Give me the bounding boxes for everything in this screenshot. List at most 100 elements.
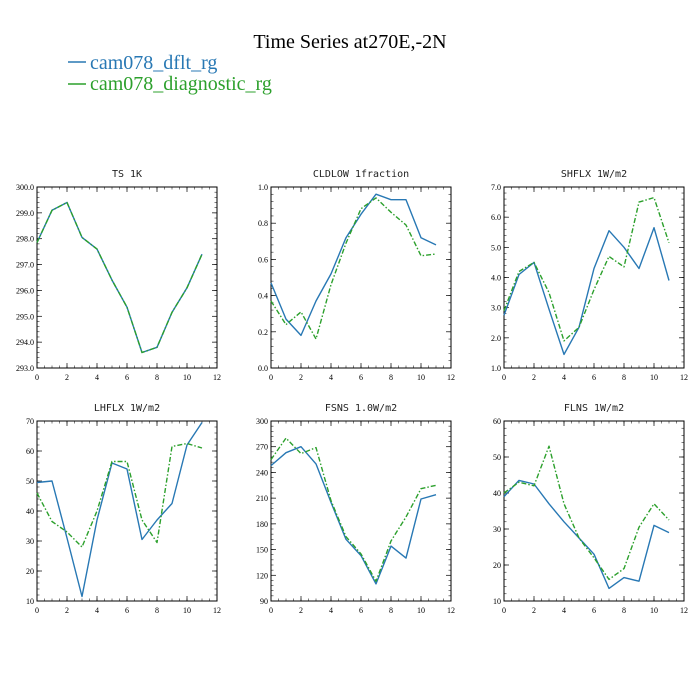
x-tick-label: 10 (183, 373, 191, 382)
series-line-0 (36, 201, 203, 354)
y-tick-label: 295.0 (16, 312, 34, 321)
y-tick-label: 50 (26, 477, 34, 486)
y-tick-label: 6.0 (491, 213, 501, 222)
y-tick-label: 2.0 (491, 334, 501, 343)
y-tick-label: 7.0 (491, 183, 501, 192)
x-tick-label: 8 (155, 606, 159, 615)
y-tick-label: 5.0 (491, 243, 501, 252)
panels: TS 1K 0 2 4 6 8 10 12 293.0 294.0 295.0 296.0 297.0 2… (16, 169, 688, 615)
x-tick-label: 12 (213, 606, 221, 615)
x-tick-label: 12 (680, 373, 688, 382)
panel-1: CLDLOW 1fraction 0 2 4 6 8 10 12 0.0 0.2 0.4 0.6 0.8… (258, 169, 455, 382)
y-tick-label: 60 (493, 417, 501, 426)
x-tick-label: 10 (650, 606, 658, 615)
plot-frame (36, 420, 218, 602)
x-tick-label: 4 (95, 606, 99, 615)
y-tick-label: 1.0 (491, 364, 501, 373)
x-tick-label: 4 (562, 373, 566, 382)
series-line-1 (270, 197, 437, 340)
x-tick-label: 6 (359, 606, 363, 615)
y-tick-label: 210 (256, 494, 268, 503)
x-tick-label: 6 (125, 373, 129, 382)
x-tick-label: 12 (680, 606, 688, 615)
y-tick-label: 294.0 (16, 338, 34, 347)
x-tick-label: 8 (389, 373, 393, 382)
y-tick-label: 0.4 (258, 292, 268, 301)
plot-frame (270, 420, 452, 602)
y-tick-label: 299.0 (16, 209, 34, 218)
x-tick-label: 0 (269, 606, 273, 615)
panel-3: LHFLX 1W/m2 0 2 4 6 8 10 12 10 20 30 40 50 60 70 (26, 403, 221, 615)
plot-frame (36, 186, 218, 369)
y-tick-label: 30 (26, 537, 34, 546)
x-tick-label: 4 (329, 606, 333, 615)
x-tick-label: 10 (417, 373, 425, 382)
y-tick-label: 3.0 (491, 304, 501, 313)
x-tick-label: 8 (622, 606, 626, 615)
series-line-0 (270, 446, 437, 585)
x-tick-label: 6 (592, 373, 596, 382)
y-tick-label: 70 (26, 417, 34, 426)
y-tick-label: 20 (26, 567, 34, 576)
x-tick-label: 4 (562, 606, 566, 615)
x-tick-label: 4 (329, 373, 333, 382)
panel-title: CLDLOW 1fraction (313, 169, 409, 180)
figure-title: Time Series at270E,-2N (253, 31, 446, 53)
x-tick-label: 4 (95, 373, 99, 382)
panel-2: SHFLX 1W/m2 0 2 4 6 8 10 12 1.0 2.0 3.0 4.0 5.0 6.0 7.… (491, 169, 688, 382)
y-tick-label: 0.8 (258, 219, 268, 228)
panel-title: TS 1K (112, 169, 142, 180)
x-tick-label: 2 (532, 373, 536, 382)
x-tick-label: 2 (65, 606, 69, 615)
series-line-0 (270, 193, 437, 337)
series-line-1 (36, 442, 203, 548)
y-tick-label: 30 (493, 525, 501, 534)
y-tick-label: 40 (493, 489, 501, 498)
y-tick-label: 0.6 (258, 255, 268, 264)
y-tick-label: 0.2 (258, 328, 268, 337)
y-tick-label: 297.0 (16, 261, 34, 270)
plot-frame (270, 186, 452, 369)
x-tick-label: 8 (622, 373, 626, 382)
x-tick-label: 0 (502, 373, 506, 382)
panel-title: LHFLX 1W/m2 (94, 403, 160, 414)
series-line-1 (270, 437, 437, 582)
x-tick-label: 12 (447, 373, 455, 382)
x-tick-label: 10 (183, 606, 191, 615)
y-tick-label: 270 (256, 443, 268, 452)
y-tick-label: 90 (260, 597, 268, 606)
series-line-0 (36, 422, 203, 598)
y-tick-label: 4.0 (491, 274, 501, 283)
panel-title: SHFLX 1W/m2 (561, 169, 627, 180)
y-tick-label: 300 (256, 417, 268, 426)
y-tick-label: 293.0 (16, 364, 34, 373)
legend-label-1: cam078_diagnostic_rg (90, 73, 272, 95)
y-tick-label: 40 (26, 507, 34, 516)
panel-5: FLNS 1W/m2 0 2 4 6 8 10 12 10 20 30 40 50 60 (493, 403, 688, 615)
x-tick-label: 6 (359, 373, 363, 382)
x-tick-label: 0 (35, 373, 39, 382)
x-tick-label: 2 (299, 373, 303, 382)
panel-title: FSNS 1.0W/m2 (325, 403, 397, 414)
y-tick-label: 180 (256, 520, 268, 529)
y-tick-label: 20 (493, 561, 501, 570)
x-tick-label: 10 (417, 606, 425, 615)
series-line-1 (503, 445, 670, 581)
x-tick-label: 0 (35, 606, 39, 615)
x-tick-label: 8 (389, 606, 393, 615)
x-tick-label: 8 (155, 373, 159, 382)
x-tick-label: 0 (502, 606, 506, 615)
x-tick-label: 10 (650, 373, 658, 382)
plot-frame (503, 186, 685, 369)
y-tick-label: 1.0 (258, 183, 268, 192)
panel-4: FSNS 1.0W/m2 0 2 4 6 8 10 12 90 120 150 180 210 240 27… (256, 403, 455, 615)
y-tick-label: 60 (26, 447, 34, 456)
x-tick-label: 12 (213, 373, 221, 382)
series-line-1 (503, 196, 670, 342)
y-tick-label: 150 (256, 546, 268, 555)
y-tick-label: 298.0 (16, 235, 34, 244)
y-tick-label: 300.0 (16, 183, 34, 192)
legend: cam078_dflt_rg cam078_diagnostic_rg (68, 52, 272, 95)
x-tick-label: 2 (532, 606, 536, 615)
